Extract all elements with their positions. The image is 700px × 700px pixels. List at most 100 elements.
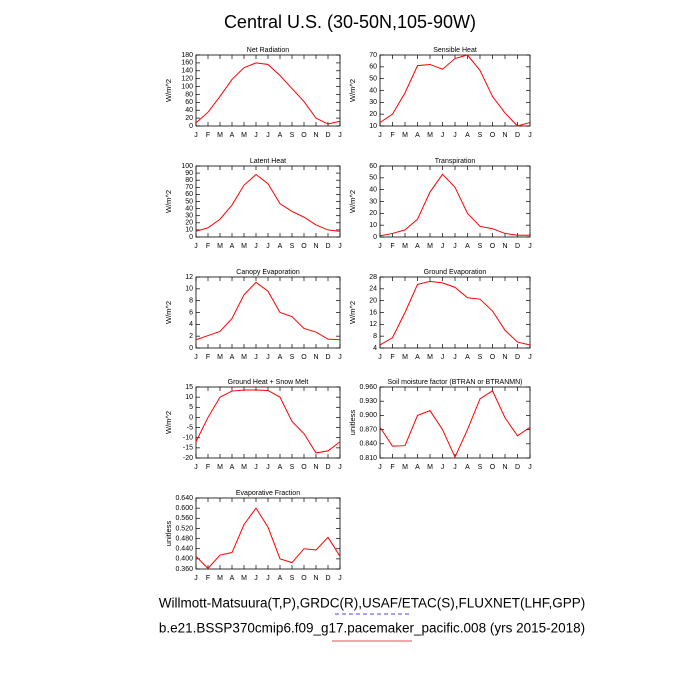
y-tick-label: 8 [189,298,193,305]
y-tick-label: 70 [369,52,377,59]
x-tick-label: J [194,132,198,139]
x-tick-label: J [528,464,532,471]
x-tick-label: N [313,132,318,139]
y-tick-label: 0.900 [359,412,377,419]
y-axis-label: W/m^2 [348,301,357,324]
x-tick-label: J [266,132,270,139]
x-tick-label: A [278,575,283,582]
y-tick-label: 16 [369,309,377,316]
data-line [379,173,530,237]
x-tick-label: D [515,132,520,139]
x-tick-label: O [301,243,307,250]
x-tick-label: J [378,132,382,139]
x-tick-label: M [402,354,408,361]
x-tick-label: O [301,464,307,471]
x-tick-label: A [415,243,420,250]
y-tick-label: 0.840 [359,441,377,448]
x-tick-label: S [478,243,483,250]
x-tick-label: M [217,132,223,139]
y-axis-label: W/m^2 [164,301,173,324]
x-tick-label: J [338,243,342,250]
x-tick-label: M [402,243,408,250]
x-tick-label: J [378,354,382,361]
x-tick-label: S [290,354,295,361]
x-tick-label: J [453,464,457,471]
y-tick-label: 20 [369,210,377,217]
y-tick-label: 12 [369,321,377,328]
y-tick-label: 0 [373,234,377,241]
y-tick-label: 60 [369,163,377,170]
y-tick-label: 0 [189,123,193,130]
y-tick-label: 0 [189,414,193,421]
y-tick-label: -5 [187,424,193,431]
data-line [195,507,341,570]
x-tick-label: J [194,243,198,250]
x-tick-label: F [206,132,210,139]
x-tick-label: M [402,464,408,471]
y-tick-label: 6 [189,309,193,316]
y-tick-label: 10 [369,222,377,229]
y-tick-label: 40 [369,87,377,94]
x-tick-label: A [465,132,470,139]
x-tick-label: J [441,243,445,250]
x-tick-label: A [415,132,420,139]
x-tick-label: M [217,243,223,250]
x-tick-label: A [465,464,470,471]
x-tick-label: A [230,132,235,139]
x-tick-label: J [441,132,445,139]
y-tick-label: 60 [185,191,193,198]
x-tick-label: J [266,464,270,471]
data-line [379,390,531,459]
y-tick-label: 30 [369,198,377,205]
y-tick-label: 70 [185,184,193,191]
x-tick-label: A [415,464,420,471]
data-line [195,173,341,232]
x-tick-label: J [441,464,445,471]
panel-title: Ground Evaporation [424,269,487,276]
x-tick-label: N [313,575,318,582]
x-tick-label: A [230,354,235,361]
x-tick-label: M [427,132,433,139]
y-tick-label: 50 [185,198,193,205]
y-tick-label: 80 [185,177,193,184]
y-tick-label: 160 [181,60,193,67]
x-tick-label: M [427,243,433,250]
y-tick-label: 10 [185,286,193,293]
y-tick-label: 5 [189,404,193,411]
x-tick-label: N [502,354,507,361]
y-axis-label: W/m^2 [348,79,357,102]
y-tick-label: 0.930 [359,398,377,405]
y-tick-label: 20 [369,111,377,118]
panel-title: Soil moisture factor (BTRAN or BTRANMN) [388,379,523,386]
y-tick-label: 4 [189,321,193,328]
y-tick-label: 20 [185,115,193,122]
x-tick-label: F [206,354,210,361]
x-tick-label: M [217,575,223,582]
y-tick-label: 8 [373,333,377,340]
y-tick-label: 0.600 [175,505,193,512]
y-tick-label: 120 [181,76,193,83]
x-tick-label: F [390,464,394,471]
x-tick-label: J [266,354,270,361]
y-tick-label: 30 [369,99,377,106]
panel-title: Net Radiation [247,47,290,54]
data-line [379,54,531,127]
x-tick-label: J [378,243,382,250]
y-tick-label: 10 [185,227,193,234]
x-tick-label: O [301,575,307,582]
y-tick-label: 20 [369,298,377,305]
x-tick-label: J [266,575,270,582]
x-tick-label: J [378,464,382,471]
y-tick-label: 0.360 [175,566,193,573]
x-tick-label: F [206,575,210,582]
x-tick-label: N [502,132,507,139]
data-line [195,281,341,341]
x-tick-label: J [453,243,457,250]
data-line [379,280,531,346]
footer-line: b.e21.BSSP370cmip6.f09_g17.pacemaker_pac… [159,621,585,636]
y-axis-label: unitless [164,521,173,547]
x-tick-label: J [254,464,258,471]
y-tick-label: 12 [185,274,193,281]
y-tick-label: 0.810 [359,455,377,462]
